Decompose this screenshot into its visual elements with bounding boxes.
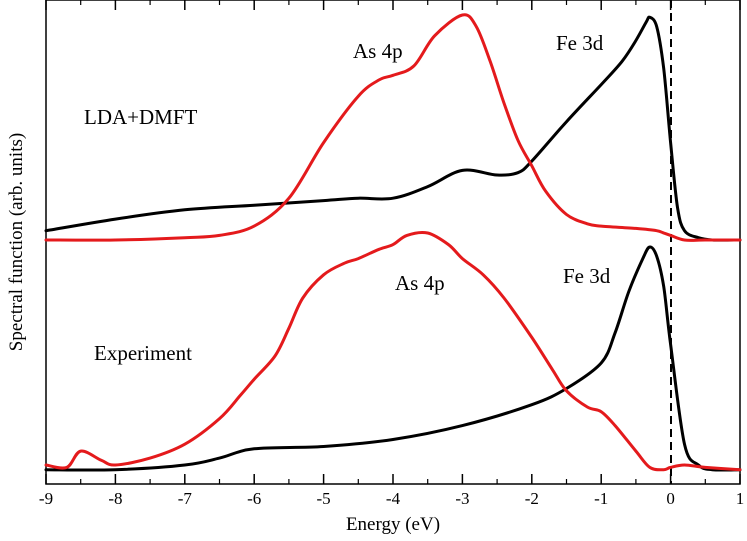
x-axis-ticks: -9 -8 -7 -6 -5 -4 -3 -2 -1 0 1	[39, 0, 744, 508]
x-tick-label: -6	[247, 489, 261, 508]
annotation-fe3d-top: Fe 3d	[556, 31, 604, 55]
x-axis-title: Energy (eV)	[346, 514, 440, 535]
x-tick-label: -9	[39, 489, 53, 508]
x-tick-label: -1	[594, 489, 608, 508]
annotation-as4p-bottom: As 4p	[395, 271, 445, 295]
series-experiment-as-4p	[44, 230, 742, 472]
y-axis-title: Spectral function (arb. units)	[6, 133, 27, 351]
x-tick-label: 1	[736, 489, 745, 508]
x-tick-label: -7	[178, 489, 193, 508]
annotation-fe3d-bottom: Fe 3d	[563, 264, 611, 288]
annotation-experiment: Experiment	[94, 341, 192, 365]
plot-frame	[45, 0, 741, 485]
x-tick-label: -8	[108, 489, 122, 508]
x-tick-label: -3	[455, 489, 469, 508]
series-lda-dmft-fe-3d	[44, 15, 742, 242]
series-experiment-fe-3d	[44, 245, 742, 472]
annotation-as4p-top: As 4p	[353, 39, 403, 63]
x-tick-label: -5	[317, 489, 331, 508]
x-tick-label: -4	[386, 489, 401, 508]
annotation-lda-dmft: LDA+DMFT	[84, 105, 198, 129]
x-tick-label: -2	[525, 489, 539, 508]
spectrum-curves	[44, 13, 742, 472]
series-lda-dmft-as-4p	[44, 13, 742, 242]
x-tick-label: 0	[666, 489, 675, 508]
